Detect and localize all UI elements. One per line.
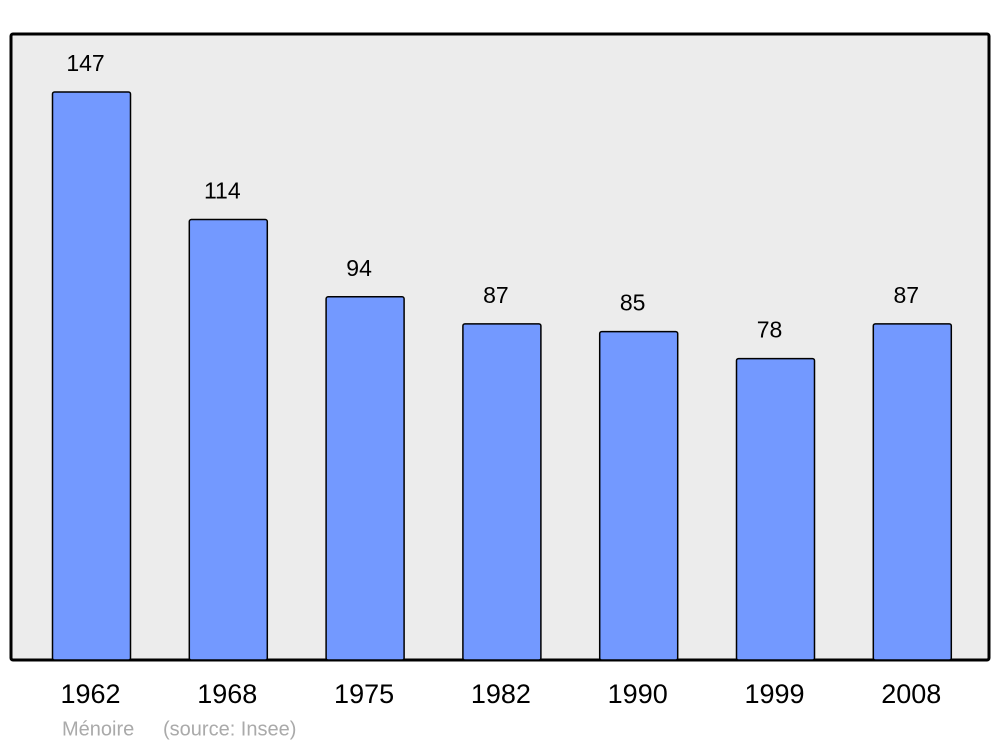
value-label: 94 (346, 255, 372, 281)
x-tick-label: 1982 (471, 679, 531, 709)
source: (source: Insee) (163, 718, 296, 740)
value-label: 114 (204, 178, 241, 204)
bar (51, 91, 132, 661)
x-tick-label: 1975 (334, 679, 394, 709)
value-label: 147 (66, 50, 104, 76)
bar (325, 296, 405, 661)
value-label: 87 (483, 282, 509, 308)
value-label: 87 (894, 282, 920, 308)
x-tick-label: 1999 (744, 679, 804, 709)
x-tick-label: 1990 (608, 679, 668, 709)
place-name: Ménoire (62, 718, 134, 740)
x-tick-label: 1962 (60, 679, 120, 709)
x-tick-label: 1968 (197, 679, 257, 709)
bar (462, 323, 542, 661)
bar (598, 330, 679, 661)
bar (735, 357, 816, 661)
bar (188, 218, 269, 661)
x-tick-label: 2008 (881, 679, 941, 709)
value-label: 85 (620, 290, 646, 316)
value-label: 78 (757, 317, 783, 343)
bar (872, 323, 953, 661)
